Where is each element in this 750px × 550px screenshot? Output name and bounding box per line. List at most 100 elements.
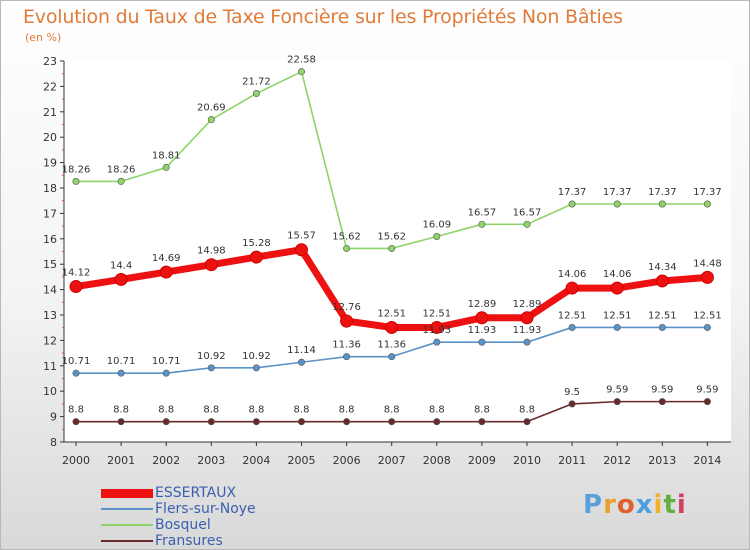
y-tick-label: 22 xyxy=(43,80,57,93)
data-label: 12.51 xyxy=(377,308,406,319)
data-label: 10.71 xyxy=(152,356,181,367)
data-label: 15.57 xyxy=(287,231,316,242)
data-point xyxy=(162,163,170,171)
data-label: 17.37 xyxy=(648,187,677,198)
data-point xyxy=(69,280,83,294)
data-point xyxy=(433,338,441,346)
data-point xyxy=(478,220,486,228)
data-point xyxy=(117,369,125,377)
data-point xyxy=(568,400,576,408)
data-point xyxy=(159,265,173,279)
data-point xyxy=(613,200,621,208)
data-label: 14.06 xyxy=(558,269,587,280)
data-label: 22.58 xyxy=(287,55,316,66)
data-label: 15.62 xyxy=(377,231,406,242)
data-label: 17.37 xyxy=(558,187,587,198)
data-point xyxy=(343,244,351,252)
data-point xyxy=(388,418,396,426)
data-label: 9.59 xyxy=(696,385,718,396)
data-label: 14.98 xyxy=(197,246,226,257)
x-tick-label: 2011 xyxy=(558,454,586,467)
data-point xyxy=(565,281,579,295)
data-label: 11.36 xyxy=(377,340,406,351)
data-label: 21.72 xyxy=(242,77,271,88)
data-label: 18.81 xyxy=(152,150,181,161)
data-label: 14.06 xyxy=(603,269,632,280)
data-point xyxy=(297,418,305,426)
data-point xyxy=(297,358,305,366)
data-point xyxy=(658,323,666,331)
data-point xyxy=(475,311,489,325)
y-tick-label: 11 xyxy=(43,360,57,373)
data-label: 17.37 xyxy=(603,187,632,198)
y-tick-label: 23 xyxy=(43,55,57,68)
data-label: 8.8 xyxy=(248,405,264,416)
y-tick-label: 14 xyxy=(43,284,57,297)
x-tick-label: 2004 xyxy=(242,454,270,467)
data-label: 11.93 xyxy=(513,325,542,336)
data-label: 16.57 xyxy=(513,207,542,218)
data-label: 12.51 xyxy=(693,310,722,321)
y-tick-label: 17 xyxy=(43,207,57,220)
data-point xyxy=(117,177,125,185)
x-tick-label: 2012 xyxy=(603,454,631,467)
data-label: 14.48 xyxy=(693,258,722,269)
data-point xyxy=(114,272,128,286)
data-label: 11.93 xyxy=(422,325,451,336)
data-label: 10.92 xyxy=(197,351,226,362)
legend-label: Bosquel xyxy=(155,517,211,533)
data-point xyxy=(297,68,305,76)
data-label: 10.71 xyxy=(107,356,136,367)
data-point xyxy=(249,250,263,264)
data-label: 12.51 xyxy=(603,310,632,321)
data-label: 8.8 xyxy=(519,405,535,416)
data-label: 8.8 xyxy=(203,405,219,416)
data-label: 12.89 xyxy=(468,299,497,310)
data-point xyxy=(568,200,576,208)
x-tick-label: 2010 xyxy=(513,454,541,467)
data-point xyxy=(388,244,396,252)
data-point xyxy=(430,320,444,334)
y-tick-label: 12 xyxy=(43,334,57,347)
x-tick-label: 2000 xyxy=(62,454,90,467)
legend-label: ESSERTAUX xyxy=(155,485,237,501)
data-point xyxy=(340,314,354,328)
data-label: 14.69 xyxy=(152,253,181,264)
data-label: 8.8 xyxy=(429,405,445,416)
data-label: 8.8 xyxy=(294,405,310,416)
legend-swatch xyxy=(101,524,153,526)
x-tick-label: 2003 xyxy=(197,454,225,467)
data-label: 12.51 xyxy=(648,310,677,321)
data-label: 12.51 xyxy=(422,308,451,319)
data-point xyxy=(478,338,486,346)
data-label: 8.8 xyxy=(339,405,355,416)
data-label: 12.51 xyxy=(558,310,587,321)
data-label: 8.8 xyxy=(474,405,490,416)
data-label: 18.26 xyxy=(107,164,136,175)
plot-area xyxy=(64,61,731,442)
data-point xyxy=(655,274,669,288)
x-tick-label: 2014 xyxy=(693,454,721,467)
data-point xyxy=(204,258,218,272)
data-label: 8.8 xyxy=(384,405,400,416)
data-label: 8.8 xyxy=(113,405,129,416)
data-label: 18.26 xyxy=(62,164,91,175)
data-label: 12.89 xyxy=(513,299,542,310)
data-point xyxy=(117,418,125,426)
data-point xyxy=(613,398,621,406)
y-tick-label: 13 xyxy=(43,309,57,322)
data-label: 8.8 xyxy=(68,405,84,416)
data-label: 15.62 xyxy=(332,231,361,242)
data-label: 11.93 xyxy=(468,325,497,336)
x-tick-label: 2008 xyxy=(423,454,451,467)
legend-swatch xyxy=(101,540,153,542)
x-tick-label: 2002 xyxy=(152,454,180,467)
x-tick-label: 2001 xyxy=(107,454,135,467)
data-label: 9.5 xyxy=(564,387,580,398)
data-label: 15.28 xyxy=(242,238,271,249)
data-label: 8.8 xyxy=(158,405,174,416)
y-tick-label: 16 xyxy=(43,233,57,246)
data-point xyxy=(568,323,576,331)
unit-label: (en %) xyxy=(25,31,62,44)
